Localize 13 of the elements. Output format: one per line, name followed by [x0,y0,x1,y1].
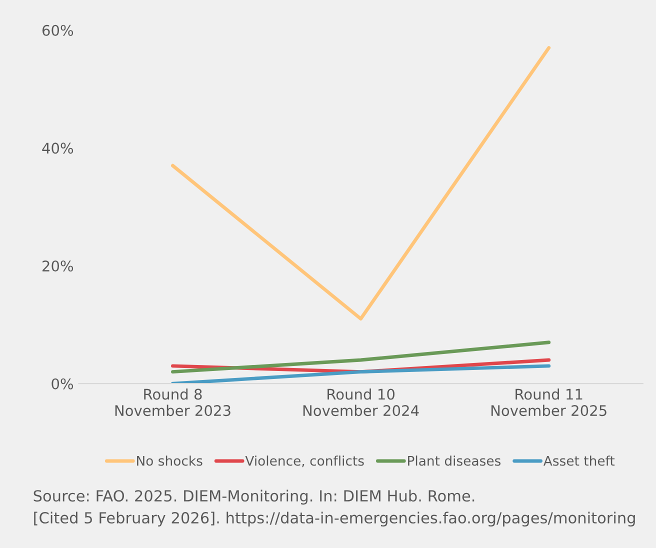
legend-label: Plant diseases [408,456,501,466]
x-tick-label: Round 8 November 2023 [115,388,230,416]
source-note: Source: FAO. 2025. DIEM-Monitoring. In: DIEM Hub. Rome. [34,490,474,505]
x-tick-label: Round 10 November 2024 [303,388,419,416]
text: [Cited 5 February 2026]. https://data-in-emergencies.fao.org/pages/monitoring [34,512,635,527]
x-tick-label: Round 11 November 2025 [491,388,606,416]
y-tick-label: 40% [42,142,74,154]
legend-label: Violence, conflicts [245,456,364,468]
y-tick-label: 20% [42,260,74,272]
legend-label: Asset theft [543,456,615,466]
y-tick-label: 60% [42,24,74,36]
y-tick-label: 0% [52,378,74,390]
legend-label: No shocks [137,456,202,466]
